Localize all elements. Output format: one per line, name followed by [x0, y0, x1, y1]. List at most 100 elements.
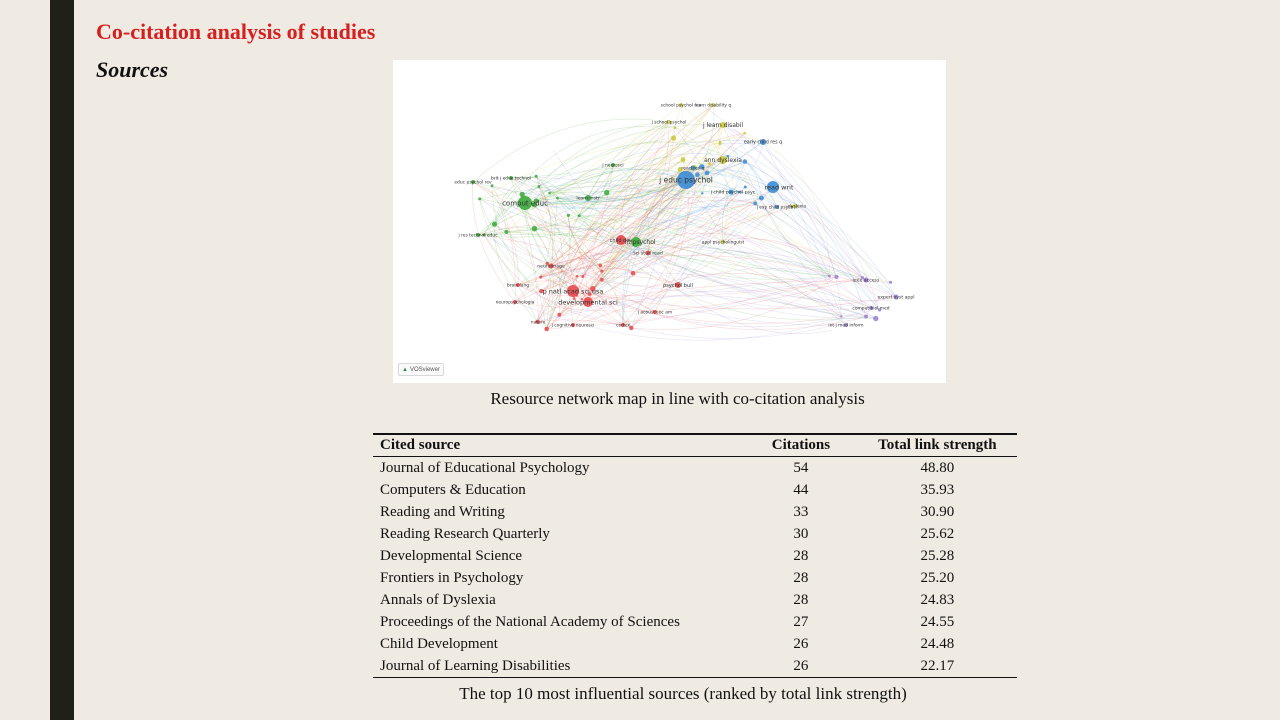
network-link	[582, 200, 756, 277]
table-row: Child Development 26 24.48	[373, 633, 1017, 655]
network-node	[544, 326, 549, 332]
network-link	[620, 239, 876, 319]
network-link	[581, 265, 601, 300]
network-link	[472, 181, 516, 303]
network-link	[722, 124, 837, 277]
network-node	[629, 325, 634, 331]
network-link	[589, 161, 746, 295]
network-node	[699, 164, 705, 170]
network-link	[536, 197, 762, 322]
network-node	[753, 201, 758, 206]
network-link	[620, 197, 762, 241]
left-accent-bar	[50, 0, 74, 720]
cell-citations: 44	[793, 482, 809, 498]
network-map-svg: j educ psychol read writ early child res q…	[454, 99, 915, 341]
network-node	[531, 225, 538, 232]
header-cited-source: Cited source	[380, 437, 461, 453]
network-node-read-writ	[767, 181, 779, 193]
network-label-j-exp-child-psychol: j exp child psychol	[756, 205, 798, 211]
network-link	[534, 192, 607, 229]
network-label-school-psychol-rev: school psychol rev	[661, 103, 702, 109]
network-link	[576, 167, 695, 296]
network-link	[587, 141, 764, 303]
network-link	[739, 191, 796, 207]
network-link	[682, 159, 897, 298]
network-link	[522, 199, 894, 302]
cell-source: Journal of Learning Disabilities	[380, 658, 571, 674]
network-node-developmental-sci	[583, 297, 593, 307]
table-row: Computers & Education 44 35.93	[373, 479, 1017, 501]
network-label-j-res-technol-educ: j res technol educ	[457, 233, 498, 239]
network-link	[524, 121, 670, 204]
network-link	[694, 165, 732, 193]
network-link	[568, 215, 603, 272]
network-link	[622, 205, 796, 326]
network-link	[674, 127, 756, 204]
network-link	[587, 164, 614, 199]
network-link	[514, 276, 837, 312]
network-link	[517, 284, 867, 339]
network-link	[494, 223, 578, 277]
cell-citations: 28	[793, 592, 809, 608]
network-node	[840, 315, 843, 318]
network-link	[477, 197, 724, 243]
network-link	[587, 239, 622, 303]
cell-link-strength: 25.62	[920, 526, 955, 542]
sources-table: Cited source Citations Total link streng…	[373, 433, 1017, 678]
network-link	[479, 191, 740, 230]
network-link	[510, 177, 589, 199]
network-link	[535, 176, 876, 319]
network-node-j-learn-disabil	[720, 122, 726, 128]
network-link	[534, 203, 837, 278]
network-node-learn-disability-q	[711, 103, 715, 107]
network-link	[483, 234, 539, 323]
network-link	[572, 290, 897, 310]
network-link	[578, 121, 670, 216]
network-link	[477, 155, 729, 238]
network-node-ieee-access	[863, 277, 869, 283]
network-link	[612, 164, 650, 254]
network-link	[534, 204, 561, 315]
network-node	[604, 190, 610, 196]
cell-citations: 26	[793, 658, 809, 674]
cell-link-strength: 25.28	[920, 548, 955, 564]
network-link	[606, 121, 670, 193]
network-link	[568, 159, 684, 216]
network-map-figure: j educ psychol read writ early child res q…	[393, 60, 946, 383]
network-link	[550, 258, 634, 274]
network-node	[557, 312, 562, 317]
network-node-early-child-res-q	[760, 139, 766, 145]
network-label-child-dev: child dev	[610, 238, 633, 244]
network-link	[510, 177, 548, 264]
header-citations: Citations	[771, 437, 831, 453]
network-label-expert-syst-appl: expert syst appl	[877, 295, 914, 301]
network-node	[718, 142, 722, 145]
network-node	[743, 131, 746, 135]
network-label-learn-disability-q: learn disability q	[695, 103, 732, 109]
cell-link-strength: 24.83	[920, 592, 955, 608]
network-link	[517, 255, 897, 298]
network-node-j-exp-child-psychol	[775, 205, 779, 209]
network-node	[742, 159, 748, 164]
network-link	[540, 191, 732, 278]
network-node	[531, 202, 538, 208]
network-link	[550, 265, 583, 300]
network-label-ann-dyslexia: ann dyslexia	[704, 157, 742, 164]
network-link	[479, 198, 519, 286]
network-link	[744, 161, 867, 317]
network-link	[549, 184, 830, 277]
network-link	[722, 124, 830, 277]
network-link	[592, 191, 740, 290]
network-label-brain-lang: brain lang	[507, 283, 529, 289]
network-node-brit-j-educ-technol	[509, 176, 513, 180]
network-node	[873, 315, 879, 322]
network-link	[592, 124, 724, 290]
network-link	[479, 198, 632, 329]
network-link	[546, 277, 863, 330]
network-link	[635, 241, 867, 281]
network-link	[536, 104, 714, 322]
table-caption: The top 10 most influential sources (ran…	[459, 684, 907, 703]
network-link	[620, 239, 872, 309]
network-node-neuroimage	[548, 263, 554, 269]
